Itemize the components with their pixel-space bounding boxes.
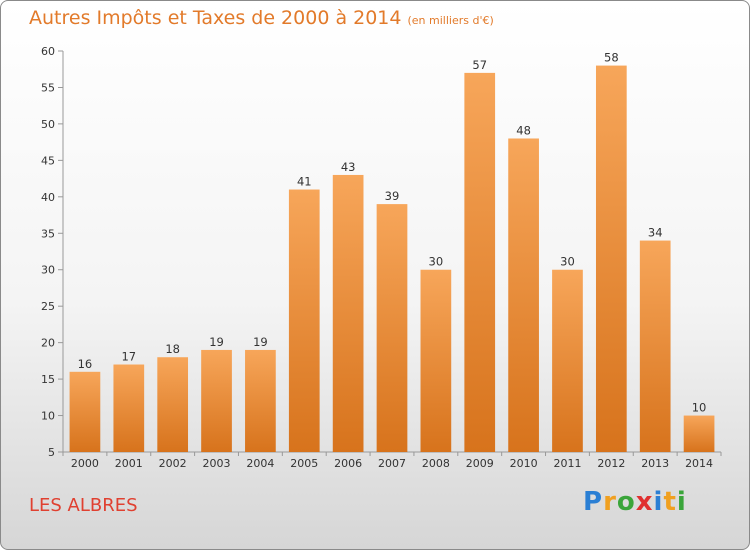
logo-letter: P: [583, 487, 604, 517]
chart-unit: (en milliers d'€): [407, 14, 494, 27]
logo-letter: o: [616, 487, 636, 517]
logo-letter: i: [653, 487, 664, 517]
chart-title-text: Autres Impôts et Taxes de 2000 à 2014: [29, 7, 402, 29]
logo-letter: t: [663, 487, 677, 517]
bar-value-label: 41: [297, 175, 312, 189]
y-tick-label: 45: [41, 154, 55, 167]
bar: [595, 65, 627, 452]
y-tick-label: 10: [41, 410, 55, 423]
bar: [201, 349, 232, 452]
chart-bar-labels: 16 17 18 19 19 41 43 39 30 57 48 30 58 34 10: [78, 51, 707, 415]
x-tick-label: 2007: [378, 457, 406, 470]
bar: [420, 269, 452, 452]
bar-value-label: 48: [516, 123, 531, 137]
y-tick-label: 25: [41, 300, 55, 313]
y-tick-label: 60: [41, 45, 55, 58]
logo-letter: r: [603, 487, 617, 517]
bar: [552, 269, 583, 452]
x-tick-label: 2014: [685, 457, 713, 470]
x-tick-label: 2009: [466, 457, 494, 470]
bar-value-label: 58: [604, 51, 619, 65]
bar-value-label: 10: [692, 401, 707, 415]
bar-value-label: 17: [121, 350, 136, 364]
x-tick-label: 2003: [203, 457, 231, 470]
y-tick-label: 20: [41, 337, 55, 350]
bar-value-label: 19: [253, 335, 268, 349]
bar-value-label: 16: [78, 357, 93, 371]
y-tick-label: 40: [41, 191, 55, 204]
bar: [288, 189, 320, 452]
x-tick-label: 2011: [553, 457, 581, 470]
chart-title: Autres Impôts et Taxes de 2000 à 2014 (en…: [29, 7, 494, 29]
y-tick-label: 15: [41, 373, 55, 386]
x-tick-label: 2000: [71, 457, 99, 470]
x-tick-label: 2012: [597, 457, 625, 470]
commune-name: LES ALBRES: [29, 495, 138, 516]
bar: [245, 349, 276, 452]
y-tick-label: 35: [41, 227, 55, 240]
x-tick-label: 2010: [510, 457, 538, 470]
bar-value-label: 43: [341, 160, 356, 174]
x-tick-label: 2013: [641, 457, 669, 470]
x-tick-label: 2006: [334, 457, 362, 470]
y-tick-label: 50: [41, 118, 55, 131]
x-tick-label: 2008: [422, 457, 450, 470]
x-tick-label: 2002: [159, 457, 187, 470]
bar: [332, 174, 364, 453]
chart-bars: [69, 65, 715, 453]
bar: [639, 240, 671, 452]
proxiti-logo: Proxiti: [583, 487, 687, 517]
y-tick-label: 55: [41, 81, 55, 94]
bar: [69, 371, 101, 452]
bar-value-label: 34: [648, 226, 663, 240]
bar: [508, 138, 539, 452]
bar-value-label: 19: [209, 335, 224, 349]
y-tick-label: 30: [41, 264, 55, 277]
x-tick-label: 2005: [290, 457, 318, 470]
x-tick-label: 2001: [115, 457, 143, 470]
bar: [376, 204, 408, 452]
logo-letter: i: [676, 487, 687, 517]
bar-value-label: 57: [472, 58, 487, 72]
bar-value-label: 30: [560, 255, 575, 269]
y-tick-label: 5: [48, 446, 55, 459]
bar-value-label: 30: [429, 255, 444, 269]
bar: [113, 364, 145, 452]
bar-value-label: 18: [165, 342, 180, 356]
bar: [683, 415, 715, 452]
x-tick-label: 2004: [246, 457, 274, 470]
bar: [464, 72, 496, 452]
logo-letter: x: [635, 487, 654, 517]
bar-value-label: 39: [385, 189, 400, 203]
bar: [157, 357, 189, 452]
